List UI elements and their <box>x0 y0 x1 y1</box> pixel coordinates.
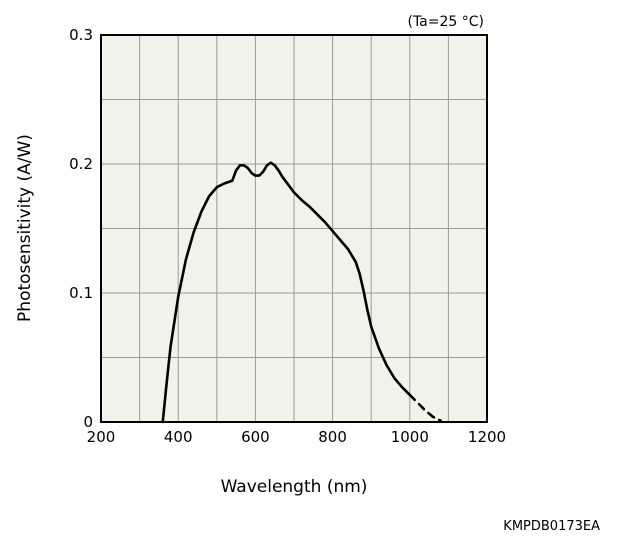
x-tick-label: 1200 <box>468 428 506 446</box>
x-axis-label: Wavelength (nm) <box>221 477 368 497</box>
y-axis-label: Photosensitivity (A/W) <box>15 134 35 322</box>
x-tick-label: 1000 <box>391 428 429 446</box>
data-series <box>161 161 442 424</box>
series-line-solid <box>161 161 412 424</box>
y-tick-labels: 0 0.1 0.2 0.3 <box>69 26 93 431</box>
x-tick-label: 200 <box>87 428 116 446</box>
y-tick-label: 0.3 <box>69 26 93 44</box>
grid-lines <box>101 35 487 422</box>
series-line-dashed <box>408 393 442 423</box>
y-tick-label: 0.2 <box>69 155 93 173</box>
figure-code: KMPDB0173EA <box>503 519 600 534</box>
condition-label: (Ta=25 °C) <box>407 14 484 30</box>
y-tick-label: 0.1 <box>69 284 93 302</box>
y-tick-label: 0 <box>83 413 93 431</box>
x-tick-label: 800 <box>318 428 347 446</box>
x-tick-labels: 200 400 600 800 1000 1200 <box>87 428 506 446</box>
x-tick-label: 400 <box>164 428 193 446</box>
x-tick-label: 600 <box>241 428 270 446</box>
plot-frame <box>100 34 488 423</box>
